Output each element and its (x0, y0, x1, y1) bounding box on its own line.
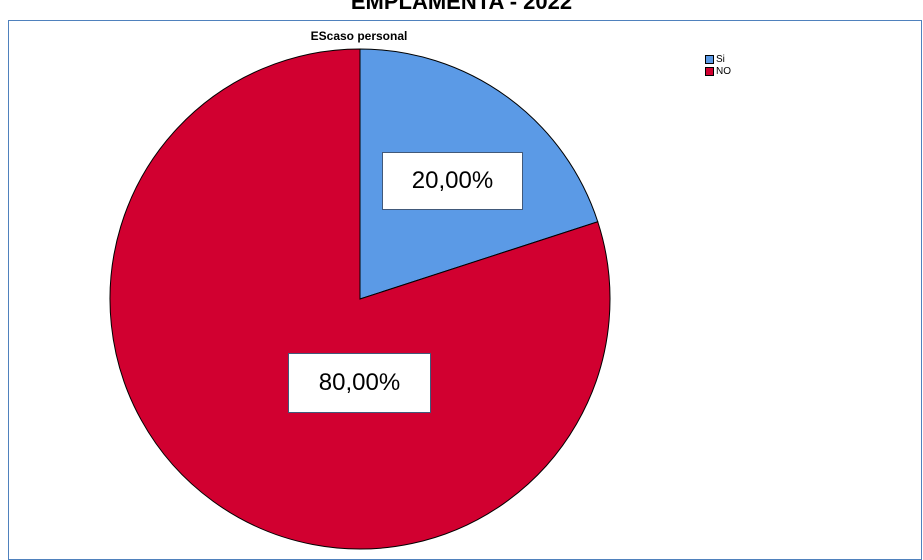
data-label-no: 80,00% (288, 353, 431, 413)
legend-label-si: Si (716, 53, 725, 65)
legend-entry-no: NO (705, 65, 731, 77)
legend-swatch-si (705, 54, 714, 64)
data-label-si: 20,00% (382, 152, 523, 210)
pie-chart (109, 48, 611, 550)
chart-title: EScaso personal (310, 29, 408, 43)
page-title: EMPLAMENTA - 2022 (350, 0, 573, 14)
chart-frame: EScaso personal Si NO 20,00% 80,00% (8, 20, 922, 560)
chart-legend: Si NO (705, 53, 731, 77)
pie-slice-no (109, 48, 611, 550)
legend-label-no: NO (716, 65, 731, 77)
legend-swatch-no (705, 66, 714, 76)
legend-entry-si: Si (705, 53, 731, 65)
